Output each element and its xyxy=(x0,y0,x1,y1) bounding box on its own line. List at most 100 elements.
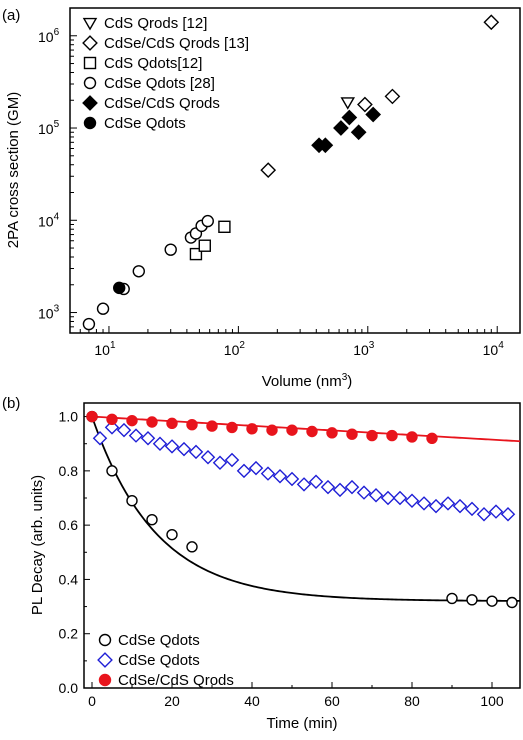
data-point xyxy=(452,498,468,514)
data-point xyxy=(113,281,126,295)
data-point xyxy=(296,477,312,492)
panel-a-x-ticks: 101 102 103 104 xyxy=(69,326,505,358)
data-point xyxy=(164,439,180,454)
legend-marker xyxy=(82,17,98,31)
legend-label: CdSe/CdS Qrods xyxy=(118,672,234,689)
y-tick-exponent: 5 xyxy=(54,119,60,130)
data-point xyxy=(286,424,298,436)
x-tick-label: 100 xyxy=(480,693,504,709)
x-tick-exponent: 1 xyxy=(110,340,116,351)
data-point xyxy=(464,501,480,517)
data-point xyxy=(206,420,218,432)
panel-b-frame xyxy=(83,402,521,689)
data-point xyxy=(201,214,214,228)
panel-b-y-axis-label: PL Decay (arb. units) xyxy=(29,475,46,615)
panel-a-label: (a) xyxy=(2,7,20,24)
data-point xyxy=(426,432,438,444)
data-point xyxy=(340,97,356,110)
x-label-close: ) xyxy=(347,373,352,390)
y-tick-label: 105 xyxy=(38,119,60,137)
data-point xyxy=(260,466,276,481)
data-point xyxy=(236,463,252,479)
data-point xyxy=(466,594,478,606)
data-point xyxy=(189,247,203,261)
data-point xyxy=(486,595,498,607)
legend-marker xyxy=(98,673,112,687)
legend-marker xyxy=(98,633,112,647)
legend-label: CdSe Qdots xyxy=(118,632,200,649)
data-point xyxy=(341,109,358,126)
data-point xyxy=(266,424,278,436)
data-point xyxy=(86,410,98,423)
y-tick-label: 1.0 xyxy=(59,409,79,425)
data-point xyxy=(320,479,336,495)
x-tick-label: 80 xyxy=(404,693,420,709)
data-point xyxy=(126,495,138,507)
data-point xyxy=(248,460,264,476)
data-point xyxy=(260,162,277,178)
legend-marker xyxy=(83,76,97,90)
data-point xyxy=(140,431,156,446)
data-point xyxy=(308,474,324,489)
panel-a-y-axis-label: 2PA cross section (GM) xyxy=(5,92,22,248)
data-point xyxy=(366,429,378,442)
y-tick-exponent: 3 xyxy=(54,304,60,315)
data-point xyxy=(333,120,349,136)
data-point xyxy=(506,596,518,609)
y-tick-label: 0.4 xyxy=(59,571,79,587)
data-point xyxy=(284,471,300,487)
x-tick-label: 104 xyxy=(483,340,505,358)
panel-a-legend: CdS Qrods [12] CdSe/CdS Qrods [13] CdS Qdo… xyxy=(82,15,249,132)
panel-b-points xyxy=(86,410,518,609)
y-tick-exponent: 4 xyxy=(54,211,60,222)
data-point xyxy=(164,243,177,256)
data-point xyxy=(332,482,348,498)
data-point xyxy=(476,507,492,522)
data-point xyxy=(186,541,198,553)
data-point xyxy=(416,496,432,511)
data-point xyxy=(488,504,504,519)
x-tick-label: 103 xyxy=(353,340,375,358)
x-tick-exponent: 3 xyxy=(369,340,375,351)
data-point xyxy=(384,88,401,105)
y-tick-label: 103 xyxy=(38,304,60,322)
panel-b-x-axis-label: Time (min) xyxy=(266,715,337,732)
data-point xyxy=(224,452,240,468)
data-point xyxy=(176,441,192,457)
data-point xyxy=(96,302,110,315)
legend-marker xyxy=(83,116,97,130)
data-point xyxy=(106,465,118,477)
data-point xyxy=(126,414,138,427)
legend-marker xyxy=(82,95,98,111)
data-point xyxy=(132,265,145,278)
data-point xyxy=(188,444,204,460)
data-point xyxy=(483,14,500,31)
x-tick-label: 101 xyxy=(94,340,116,358)
panel-a: (a) 101 102 103 104 103 104 105 106 CdS Qrods … xyxy=(2,7,521,390)
data-point xyxy=(92,431,108,446)
data-point xyxy=(200,450,216,465)
data-point xyxy=(198,239,211,252)
y-tick-exponent: 6 xyxy=(54,27,60,38)
panel-b: (b) 0 20 40 60 80 100 0.0 0.2 0.4 0.6 0.8 1.0 CdSe… xyxy=(2,395,521,732)
data-point xyxy=(350,124,367,141)
x-tick-label: 102 xyxy=(224,340,246,358)
data-point xyxy=(146,416,158,428)
data-point xyxy=(440,496,456,511)
data-point xyxy=(365,106,382,123)
panel-b-legend: CdSe Qdots CdSe Qdots CdSe/CdS Qrods xyxy=(97,632,234,689)
data-point xyxy=(392,490,408,506)
y-tick-label: 0.0 xyxy=(59,680,79,696)
legend-label: CdSe/CdS Qrods [13] xyxy=(104,35,249,52)
data-point xyxy=(152,436,168,451)
fit-line xyxy=(91,415,521,443)
data-point xyxy=(116,422,132,438)
y-tick-label: 106 xyxy=(38,27,60,45)
legend-label: CdSe/CdS Qrods xyxy=(104,95,220,112)
data-point xyxy=(104,420,120,435)
panel-a-y-ticks: 103 104 105 106 xyxy=(38,7,77,334)
data-point xyxy=(128,428,144,443)
data-point xyxy=(344,479,360,495)
x-tick-label: 0 xyxy=(88,693,96,709)
